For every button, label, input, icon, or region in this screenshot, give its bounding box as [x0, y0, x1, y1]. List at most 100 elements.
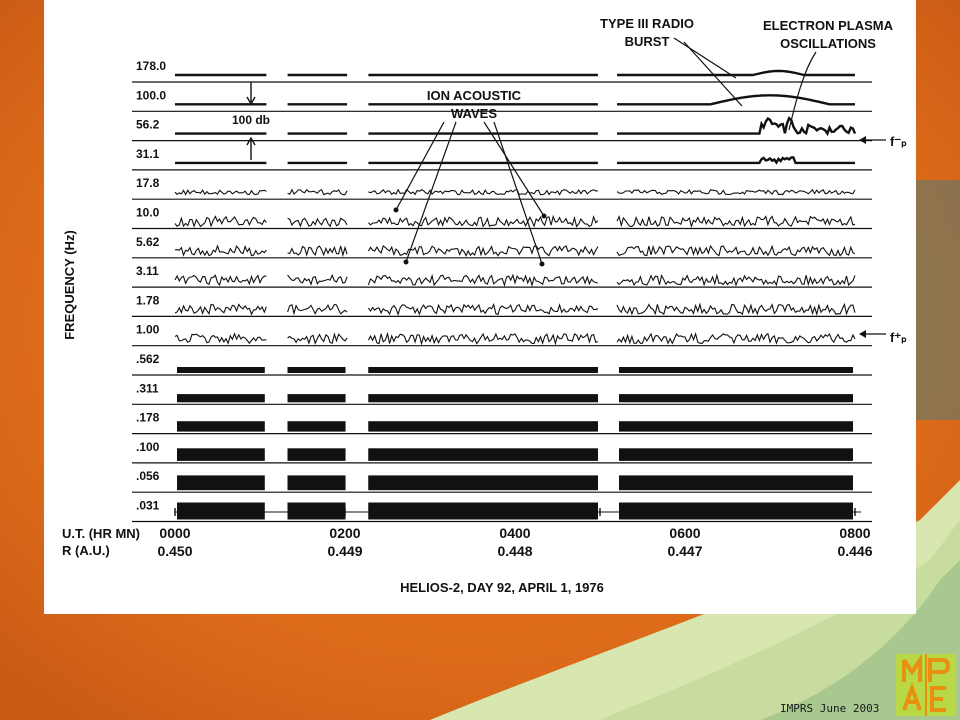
data-gap — [600, 159, 617, 164]
fp-minus-arrowhead — [859, 136, 866, 144]
noise-band — [619, 367, 853, 373]
distance-tick-label-1: 0.449 — [327, 543, 362, 559]
channel-label-1: 100.0 — [136, 88, 166, 102]
trace-5 — [174, 214, 856, 229]
data-gap — [266, 72, 286, 76]
noise-band — [287, 367, 346, 373]
channel-label-14: .056 — [136, 469, 160, 483]
noise-band — [368, 475, 598, 491]
scale-arrowhead-top — [246, 96, 256, 106]
distance-tick-label-2: 0.448 — [497, 543, 532, 559]
trace-7 — [174, 273, 856, 288]
channel-label-0: 178.0 — [136, 59, 166, 73]
data-gap — [600, 101, 617, 106]
noise-band — [177, 502, 265, 520]
channel-label-11: .311 — [136, 381, 159, 395]
noise-band — [619, 502, 853, 520]
channel-label-3: 31.1 — [136, 147, 160, 161]
channel-label-6: 5.62 — [136, 235, 160, 249]
noise-band — [368, 394, 598, 403]
noise-band — [287, 421, 346, 432]
noise-band — [177, 448, 265, 461]
trace-1 — [175, 94, 855, 106]
noise-band — [177, 367, 265, 373]
noise-band — [368, 367, 598, 373]
data-gap — [347, 72, 367, 76]
distance-tick-label-0: 0.450 — [157, 543, 192, 559]
ion-acoustic-label-2: WAVES — [451, 106, 497, 121]
ion-acoustic-label-1: ION ACOUSTIC — [427, 88, 522, 103]
channel-label-4: 17.8 — [136, 176, 160, 190]
type3-label-2: BURST — [625, 34, 670, 49]
noise-band — [287, 394, 346, 403]
data-gap — [347, 101, 367, 106]
distance-tick-label-3: 0.447 — [667, 543, 702, 559]
trace-group — [132, 37, 886, 523]
noise-band — [368, 448, 598, 461]
channel-label-2: 56.2 — [136, 118, 160, 132]
figure-caption: HELIOS-2, DAY 92, APRIL 1, 1976 — [400, 580, 604, 595]
data-gap — [347, 159, 367, 164]
time-tick-label-1: 0200 — [329, 525, 360, 541]
trace-3 — [175, 156, 855, 165]
figure-panel: 178.0 100.0 56.2 31.1 17.8 10.0 5.62 3.11 1.78 1.… — [44, 0, 916, 614]
ion-acoustic-arrow — [493, 121, 543, 265]
trace-9 — [174, 331, 856, 346]
distance-axis-label: R (A.U.) — [62, 543, 110, 558]
chart-svg: 178.0 100.0 56.2 31.1 17.8 10.0 5.62 3.11 1.78 1.… — [62, 16, 907, 595]
noise-band — [368, 421, 598, 432]
fp-plus-arrowhead — [859, 330, 866, 338]
plasma-arrow — [788, 51, 817, 131]
trace-4 — [174, 188, 856, 196]
data-gap — [347, 130, 367, 135]
noise-band — [287, 448, 346, 461]
fp-plus-label: f⁺ₚ — [890, 330, 907, 345]
trace-2 — [175, 116, 857, 137]
ion-acoustic-arrowhead — [403, 259, 409, 265]
mpae-logo-icon — [896, 654, 956, 716]
type3-arrow — [673, 37, 737, 79]
label-group: 178.0 100.0 56.2 31.1 17.8 10.0 5.62 3.11 1.78 1.… — [62, 16, 907, 595]
noise-band — [177, 475, 265, 491]
time-tick-label-2: 0400 — [499, 525, 530, 541]
ion-acoustic-arrowhead — [539, 261, 545, 267]
noise-band — [177, 421, 265, 432]
time-tick-label-4: 0800 — [839, 525, 870, 541]
ion-acoustic-arrow — [483, 121, 545, 217]
time-tick-label-0: 0000 — [159, 525, 190, 541]
data-gap — [266, 101, 286, 106]
fp-minus-label: f⁻ₚ — [890, 134, 907, 149]
noise-band — [619, 421, 853, 432]
data-gap — [600, 130, 617, 135]
data-gap — [266, 130, 286, 135]
trace-8 — [174, 302, 856, 317]
channel-label-10: .562 — [136, 352, 160, 366]
ion-acoustic-arrowhead — [393, 207, 399, 213]
trace-6 — [174, 244, 856, 258]
scale-arrowhead-bottom — [246, 136, 256, 146]
trace-0 — [175, 69, 855, 77]
channel-label-13: .100 — [136, 440, 160, 454]
data-gap — [600, 72, 617, 76]
footer-text: IMPRS June 2003 — [780, 702, 880, 715]
ion-acoustic-arrow — [405, 121, 457, 263]
channel-label-5: 10.0 — [136, 206, 160, 220]
noise-band — [177, 394, 265, 403]
x-axis-label: U.T. (HR MN) — [62, 526, 140, 541]
channel-label-8: 1.78 — [136, 293, 160, 307]
ion-acoustic-arrow — [395, 121, 445, 211]
time-tick-label-3: 0600 — [669, 525, 700, 541]
noise-band — [619, 394, 853, 403]
channel-label-12: .178 — [136, 411, 160, 425]
noise-band — [619, 475, 853, 491]
noise-band — [368, 502, 598, 520]
channel-label-7: 3.11 — [136, 264, 159, 278]
channel-label-9: 1.00 — [136, 323, 160, 337]
channel-label-15: .031 — [136, 499, 160, 513]
noise-band — [619, 448, 853, 461]
data-gap — [266, 159, 286, 164]
plasma-label-2: OSCILLATIONS — [780, 36, 876, 51]
noise-band — [287, 475, 346, 491]
distance-tick-label-4: 0.446 — [837, 543, 872, 559]
scale-bar-label: 100 db — [232, 113, 270, 127]
